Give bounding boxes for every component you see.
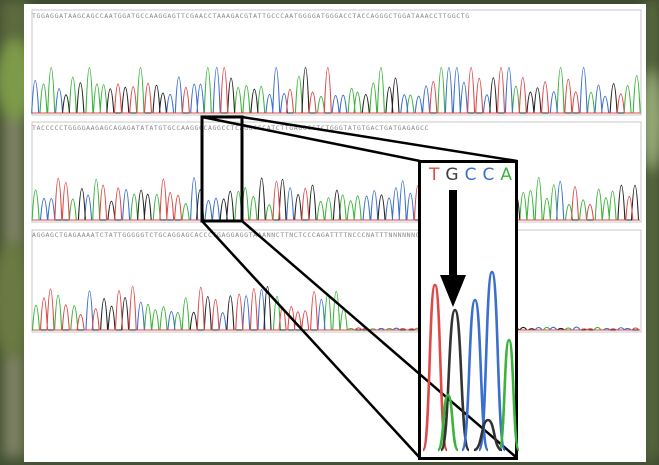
zoom-inset: TGCCA (418, 160, 518, 460)
zoom-base: T (429, 165, 446, 185)
track-frame (31, 121, 642, 223)
trace-line (33, 178, 640, 221)
zoom-base: C (464, 165, 483, 185)
zoom-peak (421, 283, 449, 452)
chromatogram-panel (24, 4, 646, 462)
selection-box (200, 115, 244, 223)
connector-line (201, 115, 421, 163)
arrow-shaft (449, 190, 457, 275)
connector-line (241, 115, 518, 163)
zoom-sequence: TGCCA (429, 165, 518, 185)
zoom-base: G (445, 165, 465, 185)
track-sequence-row1: TGGAGGATAAGCAGCCAATGGATGCCAAGGAGTTCGAACC… (32, 12, 470, 20)
zoom-peak (436, 393, 460, 452)
zoom-base: C (482, 165, 501, 185)
trace-line (33, 66, 640, 114)
connector-line (201, 220, 421, 459)
zoom-peak (439, 308, 471, 452)
zoom-peak (473, 418, 503, 452)
zoom-base: A (500, 165, 518, 185)
track-sequence-row2: TACCCCCTGGGGAAGAGCAGAGATATATGTGCCAAGGCCA… (32, 124, 430, 132)
connector-line (241, 220, 518, 459)
zoom-peak (477, 270, 507, 452)
zoom-peak (497, 338, 521, 452)
track-frame (31, 229, 642, 333)
trace-line (31, 177, 640, 221)
track-frame (31, 9, 642, 116)
arrow-icon (440, 275, 466, 307)
